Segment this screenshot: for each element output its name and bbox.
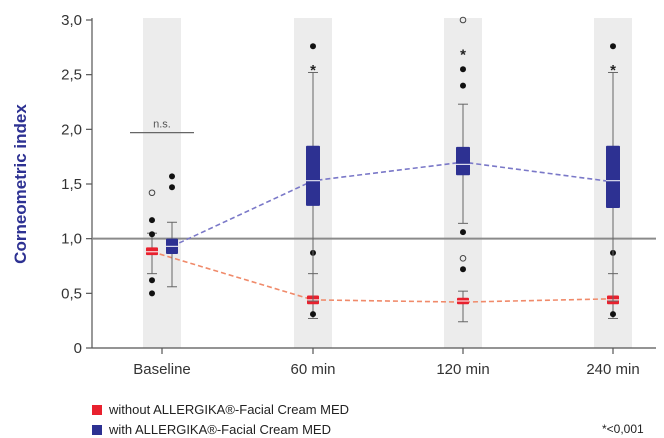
x-tick-label: 60 min: [290, 361, 335, 378]
outlier-point: [169, 173, 175, 180]
legend-swatch-red: [92, 404, 102, 415]
x-tick-label: 240 min: [586, 361, 639, 378]
y-tick-label: 2,5: [61, 67, 82, 84]
outlier-point: [149, 277, 155, 284]
legend-item-with: with ALLERGIKA®-Facial Cream MED: [92, 422, 331, 437]
legend-swatch-blue: [92, 424, 102, 435]
mild-outlier-point: [459, 16, 467, 24]
outlier-point: [149, 231, 155, 238]
significance-star: *: [310, 62, 316, 79]
y-tick-label: 3,0: [61, 12, 82, 29]
box: [456, 146, 470, 176]
box: [606, 145, 620, 209]
outlier-point: [610, 311, 616, 318]
mild-outlier-point: [459, 255, 467, 262]
ns-label: n.s.: [153, 119, 171, 131]
category-bands: [143, 18, 632, 348]
outlier-point: [149, 217, 155, 224]
outlier-point: [310, 43, 316, 50]
category-band: [143, 18, 181, 348]
y-tick-label: 2,0: [61, 121, 82, 138]
trend-line-without: [151, 251, 614, 303]
axes: [86, 18, 656, 354]
legend-label-without: without ALLERGIKA®-Facial Cream MED: [109, 402, 350, 417]
mild-outlier-point: [148, 189, 156, 197]
legend-item-without: without ALLERGIKA®-Facial Cream MED: [92, 402, 349, 417]
y-tick-label: 1,0: [61, 231, 82, 248]
significance-footnote: *<0,001: [602, 422, 644, 436]
boxplot-chart: * * * 0 0,5 1,0 1,5 2,0 2,5 3,0 Baseline 60 min 120…: [11, 12, 656, 378]
boxes: * * *: [146, 16, 620, 323]
y-tick-label: 0: [74, 340, 82, 357]
x-tick-label: 120 min: [436, 361, 489, 378]
outlier-point: [460, 229, 466, 236]
box: [146, 247, 158, 256]
outlier-point: [149, 290, 155, 297]
axis-labels: 0 0,5 1,0 1,5 2,0 2,5 3,0 Baseline 60 min 120 min…: [11, 12, 640, 378]
trend-lines: [151, 161, 614, 303]
x-tick-label: Baseline: [133, 361, 191, 378]
y-tick-label: 1,5: [61, 176, 82, 193]
trend-line-with: [171, 161, 614, 248]
outlier-point: [310, 311, 316, 318]
outlier-point: [460, 66, 466, 73]
outlier-point: [460, 266, 466, 273]
outlier-point: [169, 184, 175, 191]
outlier-point: [610, 43, 616, 50]
significance-star: *: [460, 47, 466, 64]
y-axis-label: Corneometric index: [11, 104, 30, 264]
outlier-point: [460, 82, 466, 89]
significance-star: *: [610, 62, 616, 79]
box: [306, 145, 320, 206]
legend-label-with: with ALLERGIKA®-Facial Cream MED: [109, 422, 331, 437]
y-tick-label: 0,5: [61, 285, 82, 302]
